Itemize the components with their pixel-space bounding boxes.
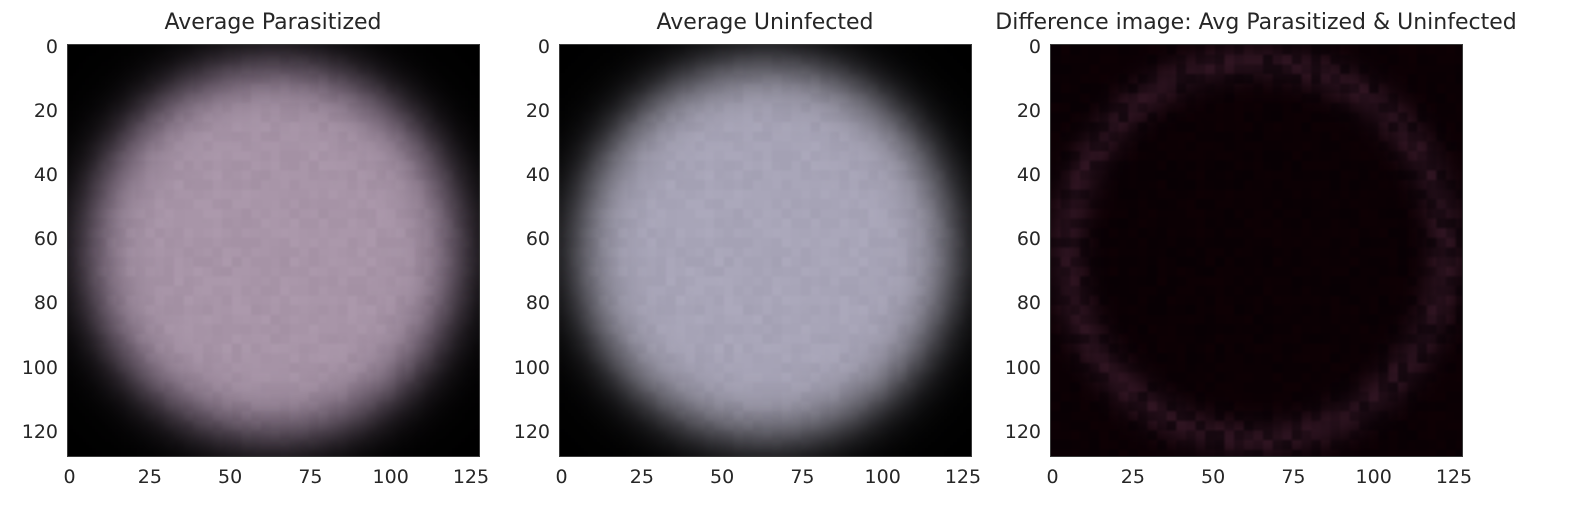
panel-3-xtick-label: 25 [1120,466,1145,488]
panel-1-ytick-label: 120 [21,420,58,443]
panel-3-xtick-label: 100 [1355,466,1392,488]
panel-2-title: Average Uninfected [656,10,874,35]
panel-1-xtick-label: 75 [298,466,323,488]
panel-3-image [1051,45,1462,456]
panel-3-ytick-label: 80 [1016,292,1041,315]
panel-2-xtick-label: 50 [710,466,735,488]
panel-3-xtick-label: 75 [1281,466,1306,488]
panel-3-xtick-label: 50 [1201,466,1226,488]
panel-1-ytick-label: 80 [33,292,58,315]
panel-1-xtick-label: 25 [137,466,162,488]
panel-2-ytick-label: 120 [513,420,550,443]
panel-2-xtick-label: 125 [944,466,982,488]
panel-1-title: Average Parasitized [164,10,382,35]
panel-1-ytick-label: 0 [45,35,58,58]
panel-2-ytick-label: 100 [513,356,550,379]
panel-2-axes-frame [559,44,972,457]
panel-1-ytick-label: 20 [33,99,58,122]
panel-2-ytick-label: 80 [525,292,550,315]
panel-1-image [68,45,479,456]
panel-1-xtick-label: 100 [372,466,409,488]
panel-2-ytick-label: 40 [525,164,550,187]
panel-1-ytick-label: 100 [21,356,58,379]
panel-1-ytick-label: 40 [33,164,58,187]
panel-3-ytick-label: 100 [1004,356,1041,379]
panel-2-image [560,45,971,456]
panel-3-ytick-label: 40 [1016,164,1041,187]
panel-1-xtick-label: 0 [63,466,76,488]
panel-1-xtick-label: 50 [218,466,243,488]
panel-1-ytick-label: 60 [33,228,58,251]
panel-3-ytick-label: 0 [1028,35,1041,58]
panel-3-xtick-label: 0 [1046,466,1059,488]
panel-2-xtick-label: 100 [864,466,901,488]
panel-3-ytick-label: 120 [1004,420,1041,443]
panel-1-axes-frame [67,44,480,457]
panel-3-title: Difference image: Avg Parasitized & Unin… [995,10,1517,35]
panel-3-axes-frame [1050,44,1463,457]
panel-2-xtick-label: 75 [790,466,815,488]
panel-1-xtick-label: 125 [452,466,490,488]
panel-3-xtick-label: 125 [1435,466,1473,488]
panel-2-ytick-label: 20 [525,99,550,122]
panel-2-ytick-label: 60 [525,228,550,251]
panel-2-ytick-label: 0 [537,35,550,58]
panel-2-xtick-label: 0 [555,466,568,488]
panel-3-ytick-label: 20 [1016,99,1041,122]
panel-2-xtick-label: 25 [629,466,654,488]
panel-3-ytick-label: 60 [1016,228,1041,251]
